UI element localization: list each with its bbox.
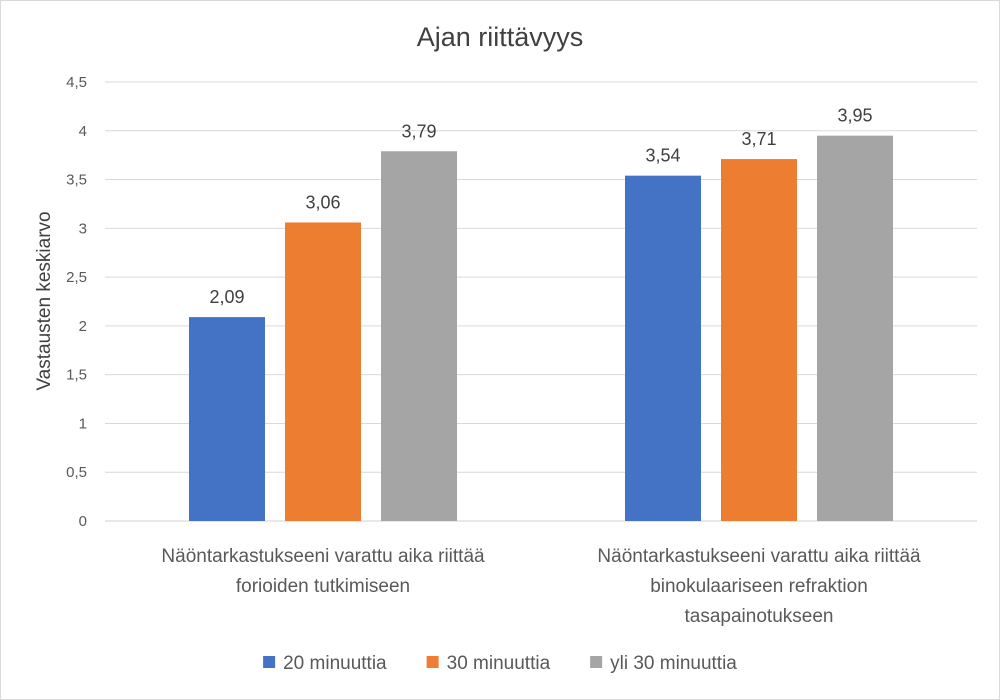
data-labels: 2,09 3,06 3,79 3,54 3,71 3,95 xyxy=(209,106,872,307)
y-tick-label: 3,5 xyxy=(66,172,87,189)
y-ticks: 0 0,5 1 1,5 2 2,5 3 3,5 4 4,5 xyxy=(66,74,87,530)
y-tick-label: 2 xyxy=(79,318,87,335)
legend: 20 minuuttia 30 minuuttia yli 30 minuuttia xyxy=(263,653,737,674)
x-category-label: Näöntarkastukseeni varattu aika riittää xyxy=(597,546,921,567)
y-tick-label: 0,5 xyxy=(66,464,87,481)
data-label: 3,79 xyxy=(401,121,436,141)
bar xyxy=(721,159,797,521)
x-category-label: binokulaariseen refraktion xyxy=(650,576,868,597)
y-tick-label: 3 xyxy=(79,220,87,237)
bar xyxy=(381,151,457,521)
x-categories: Näöntarkastukseeni varattu aika riittää f… xyxy=(161,546,921,627)
legend-label: 30 minuuttia xyxy=(447,653,551,674)
legend-swatch xyxy=(590,656,603,668)
data-label: 3,71 xyxy=(741,129,776,149)
chart-title: Ajan riittävyys xyxy=(417,22,584,52)
legend-label: yli 30 minuuttia xyxy=(610,653,737,674)
data-label: 3,95 xyxy=(837,106,872,126)
bars xyxy=(189,135,893,522)
bar xyxy=(817,135,893,521)
x-category-label: tasapainotukseen xyxy=(685,606,834,627)
y-axis-label: Vastausten keskiarvo xyxy=(34,211,55,390)
data-label: 3,54 xyxy=(645,146,680,166)
y-tick-label: 2,5 xyxy=(66,269,87,286)
data-label: 2,09 xyxy=(209,287,244,307)
y-tick-label: 1,5 xyxy=(66,367,87,384)
legend-swatch xyxy=(426,656,439,668)
y-tick-label: 0 xyxy=(79,513,87,530)
data-label: 3,06 xyxy=(305,192,340,212)
legend-label: 20 minuuttia xyxy=(283,653,387,674)
y-tick-label: 4,5 xyxy=(66,74,87,91)
bar xyxy=(189,317,265,521)
x-category-label: forioiden tutkimiseen xyxy=(236,576,410,597)
legend-swatch xyxy=(263,656,276,668)
y-tick-label: 1 xyxy=(79,415,87,432)
bar xyxy=(285,222,361,522)
x-category-label: Näöntarkastukseeni varattu aika riittää xyxy=(161,546,485,567)
y-tick-label: 4 xyxy=(79,123,87,140)
bar xyxy=(625,175,701,522)
